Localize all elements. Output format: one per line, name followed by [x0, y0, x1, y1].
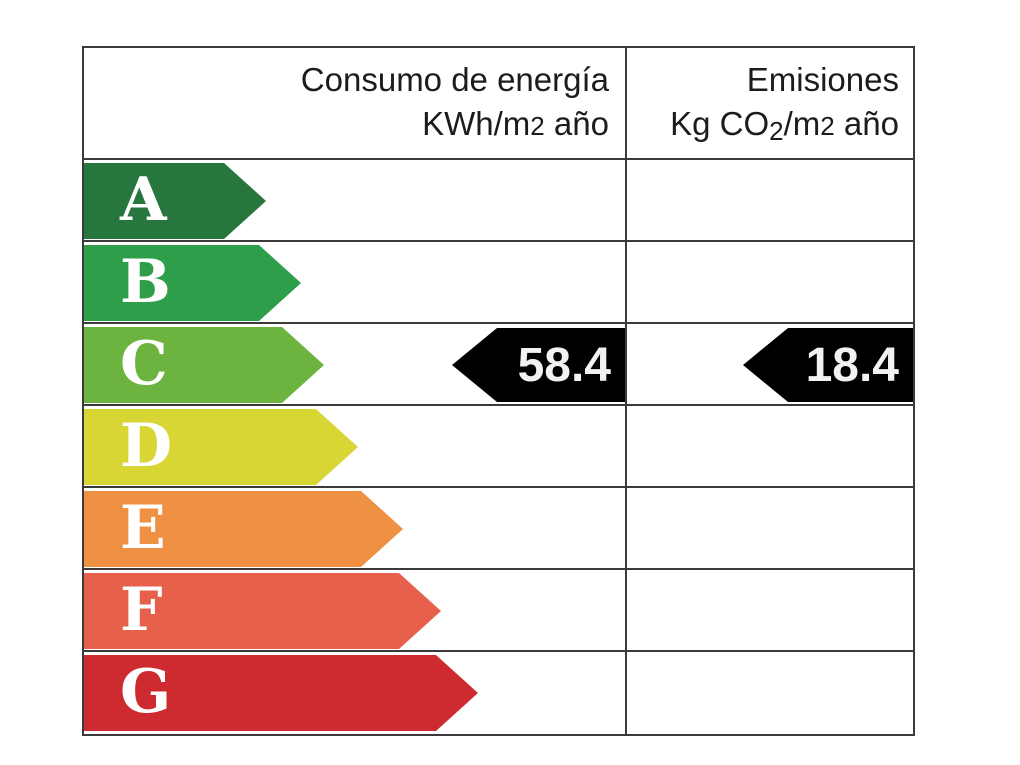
- rating-letter-f: F: [120, 575, 163, 645]
- emissions-unit: Kg CO2/m2 año: [670, 105, 899, 146]
- rating-row-d: D: [84, 406, 913, 488]
- consumption-value-arrow: 58.4: [452, 328, 625, 402]
- rating-row-b: B: [84, 242, 913, 324]
- left-arrow-icon: [452, 328, 625, 402]
- emissions-title: Emisiones: [746, 61, 899, 98]
- rating-arrow-f: [84, 573, 441, 649]
- rating-letter-c: C: [120, 329, 168, 399]
- rating-arrow-d: [84, 409, 358, 485]
- rating-letter-e: E: [120, 493, 166, 563]
- left-arrow-icon: [743, 328, 913, 402]
- rating-arrow-b: [84, 245, 301, 321]
- rating-letter-a: A: [120, 165, 167, 235]
- emissions-header: Emisiones Kg CO2/m2 año: [627, 48, 913, 158]
- rating-row-g: G: [84, 652, 913, 734]
- consumption-value: 58.4: [517, 338, 611, 392]
- table-header: Consumo de energía KWh/m2 año Emisiones …: [84, 48, 913, 160]
- rating-arrow-e: [84, 491, 403, 567]
- rating-arrow-c: [84, 327, 324, 403]
- consumption-header: Consumo de energía KWh/m2 año: [84, 48, 625, 158]
- rating-letter-b: B: [120, 247, 171, 317]
- rating-row-c: C: [84, 324, 913, 406]
- rating-arrow-a: [84, 163, 266, 239]
- emissions-value: 18.4: [805, 338, 899, 392]
- consumption-title: Consumo de energía: [300, 61, 609, 98]
- emissions-value-arrow: 18.4: [743, 328, 913, 402]
- rating-row-a: A: [84, 160, 913, 242]
- rating-letter-d: D: [120, 411, 173, 481]
- consumption-unit: KWh/m2 año: [422, 105, 609, 142]
- rating-letter-g: G: [120, 657, 172, 727]
- rating-row-e: E: [84, 488, 913, 570]
- energy-rating-table: Consumo de energía KWh/m2 año Emisiones …: [82, 46, 915, 736]
- column-divider: [625, 48, 627, 734]
- rating-row-f: F: [84, 570, 913, 652]
- rating-arrow-g: [84, 655, 478, 731]
